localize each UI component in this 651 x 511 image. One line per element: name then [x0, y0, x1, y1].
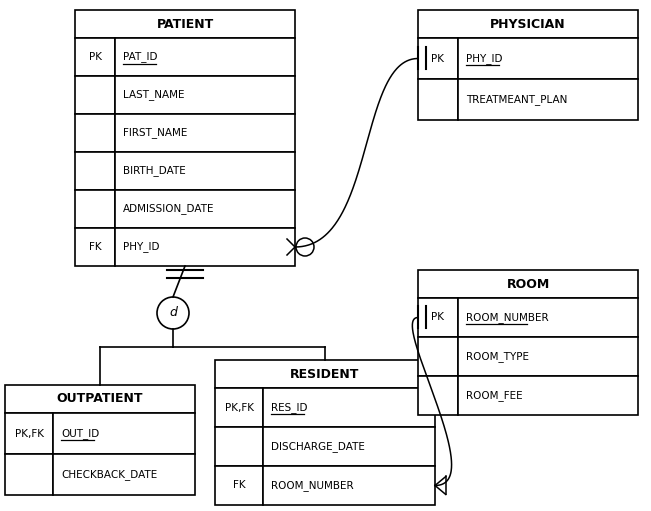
Bar [5, 413, 53, 454]
Bar [75, 228, 115, 266]
Bar [418, 38, 458, 79]
Text: BIRTH_DATE: BIRTH_DATE [123, 166, 186, 176]
Text: LAST_NAME: LAST_NAME [123, 89, 184, 101]
Bar [53, 454, 195, 495]
Bar [418, 376, 458, 415]
Bar [115, 76, 295, 114]
Bar [418, 298, 458, 337]
Bar [418, 337, 458, 376]
Bar [458, 38, 638, 79]
Text: FK: FK [89, 242, 102, 252]
Text: RES_ID: RES_ID [271, 402, 307, 413]
Text: CHECKBACK_DATE: CHECKBACK_DATE [61, 469, 158, 480]
Bar [263, 388, 435, 427]
Text: PATIENT: PATIENT [156, 17, 214, 31]
Text: FIRST_NAME: FIRST_NAME [123, 128, 187, 138]
Text: PK: PK [432, 313, 445, 322]
Text: FK: FK [232, 480, 245, 491]
Bar [263, 466, 435, 505]
Text: DISCHARGE_DATE: DISCHARGE_DATE [271, 441, 365, 452]
Text: ADMISSION_DATE: ADMISSION_DATE [123, 203, 214, 215]
Bar [115, 228, 295, 266]
Text: OUTPATIENT: OUTPATIENT [57, 392, 143, 406]
Bar [115, 38, 295, 76]
Text: PHYSICIAN: PHYSICIAN [490, 17, 566, 31]
Bar [458, 298, 638, 337]
Text: ROOM_TYPE: ROOM_TYPE [466, 351, 529, 362]
Text: RESIDENT: RESIDENT [290, 367, 360, 381]
Bar [215, 360, 435, 388]
Bar [215, 466, 263, 505]
Text: TREATMEANT_PLAN: TREATMEANT_PLAN [466, 94, 568, 105]
Bar [75, 114, 115, 152]
Text: ROOM_NUMBER: ROOM_NUMBER [271, 480, 353, 491]
Text: ROOM: ROOM [506, 277, 549, 290]
Text: PK,FK: PK,FK [14, 429, 44, 438]
Bar [115, 190, 295, 228]
Text: d: d [169, 307, 177, 319]
Text: PK: PK [89, 52, 102, 62]
Bar [5, 454, 53, 495]
Bar [75, 38, 115, 76]
Text: OUT_ID: OUT_ID [61, 428, 99, 439]
Bar [75, 190, 115, 228]
Text: PK,FK: PK,FK [225, 403, 253, 412]
Text: PAT_ID: PAT_ID [123, 52, 158, 62]
Text: PHY_ID: PHY_ID [123, 242, 159, 252]
Bar [458, 337, 638, 376]
Bar [75, 152, 115, 190]
Bar [75, 10, 295, 38]
Text: PK: PK [432, 54, 445, 63]
Bar [215, 388, 263, 427]
Bar [75, 76, 115, 114]
Text: PHY_ID: PHY_ID [466, 53, 503, 64]
Bar [215, 427, 263, 466]
Text: ROOM_NUMBER: ROOM_NUMBER [466, 312, 549, 323]
Bar [115, 152, 295, 190]
Bar [53, 413, 195, 454]
Bar [458, 79, 638, 120]
Text: ROOM_FEE: ROOM_FEE [466, 390, 523, 401]
Bar [418, 270, 638, 298]
Bar [263, 427, 435, 466]
Bar [418, 79, 458, 120]
Bar [458, 376, 638, 415]
Bar [115, 114, 295, 152]
Bar [418, 10, 638, 38]
Bar [5, 385, 195, 413]
